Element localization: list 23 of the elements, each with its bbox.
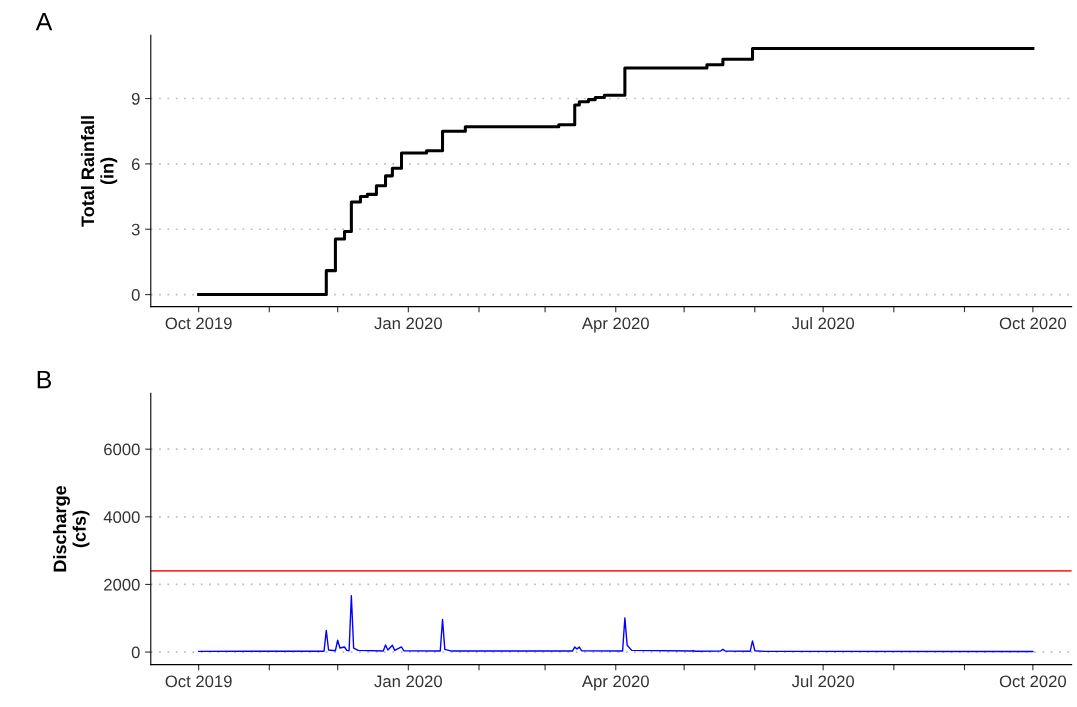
x-tick-label: Jul 2020 [791,316,855,330]
x-tick-label: Jan 2020 [374,317,442,330]
x-tick-label: Apr 2020 [581,317,649,333]
y-tick-label: 0 [131,288,140,301]
x-tick-label: Jan 2020 [374,675,442,688]
y-tick-label: 6 [131,158,140,171]
line-series [197,595,1034,653]
y-tick-label: 3 [131,223,140,236]
x-tick-label: Apr 2020 [581,675,649,691]
chart-title: A [35,12,53,31]
y-tick-label: 2000 [104,578,140,591]
y-axis-title: Discharge (cfs) [53,485,90,572]
x-tick-label: Oct 2020 [999,317,1067,330]
x-tick-label: Oct 2020 [999,675,1067,688]
y-tick-label: 6000 [104,443,140,456]
x-tick-label: Jul 2020 [791,675,855,688]
x-tick-label: Oct 2019 [165,317,232,330]
chart-title: B [37,370,52,389]
y-tick-label: 4000 [103,511,140,523]
y-tick-label: 9 [131,92,140,105]
y-tick-label: 0 [131,646,140,659]
y-axis-title: Total Rainfall (in) [80,116,118,227]
x-tick-label: Oct 2019 [165,675,232,688]
